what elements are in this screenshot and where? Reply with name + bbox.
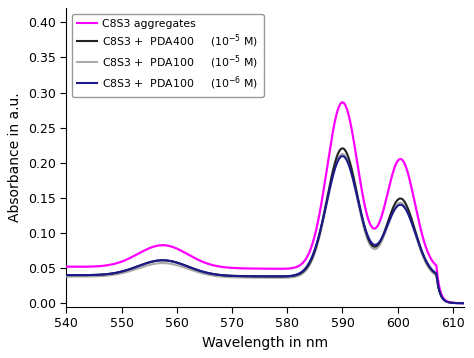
Legend: C8S3 aggregates, C8S3 +  PDA400     (10$^{-5}$ M), C8S3 +  PDA100     (10$^{-5}$: C8S3 aggregates, C8S3 + PDA400 (10$^{-5}… [72,14,264,97]
Y-axis label: Absorbance in a.u.: Absorbance in a.u. [9,93,22,222]
X-axis label: Wavelength in nm: Wavelength in nm [202,336,328,350]
